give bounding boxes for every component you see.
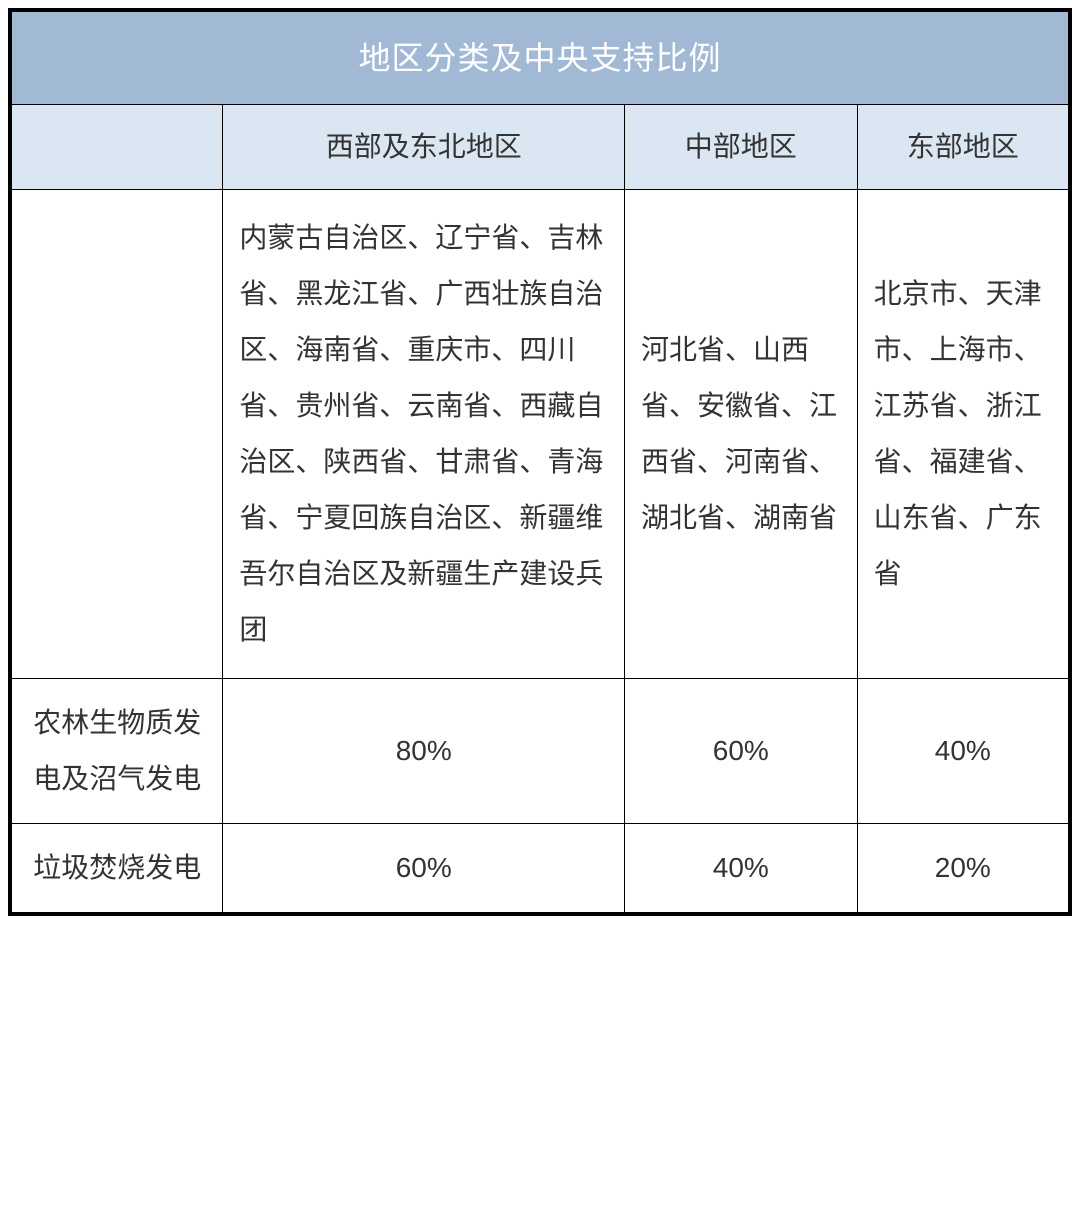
cell-1-west: 60% xyxy=(223,824,625,913)
header-central: 中部地区 xyxy=(625,105,858,190)
provinces-west: 内蒙古自治区、辽宁省、吉林省、黑龙江省、广西壮族自治区、海南省、重庆市、四川省、… xyxy=(223,190,625,679)
row-label-1: 垃圾焚烧发电 xyxy=(12,824,223,913)
cell-1-central: 40% xyxy=(625,824,858,913)
provinces-central: 河北省、山西省、安徽省、江西省、河南省、湖北省、湖南省 xyxy=(625,190,858,679)
table-row: 垃圾焚烧发电 60% 40% 20% xyxy=(12,824,1069,913)
header-row: 西部及东北地区 中部地区 东部地区 xyxy=(12,105,1069,190)
row-label-0: 农林生物质发电及沼气发电 xyxy=(12,679,223,824)
title-row: 地区分类及中央支持比例 xyxy=(12,12,1069,105)
header-west: 西部及东北地区 xyxy=(223,105,625,190)
table-title: 地区分类及中央支持比例 xyxy=(12,12,1069,105)
table-container: 地区分类及中央支持比例 西部及东北地区 中部地区 东部地区 内蒙古自治区、辽宁省… xyxy=(8,8,1072,916)
provinces-rowlabel xyxy=(12,190,223,679)
cell-0-east: 40% xyxy=(857,679,1068,824)
header-rowlabel xyxy=(12,105,223,190)
table-row: 农林生物质发电及沼气发电 80% 60% 40% xyxy=(12,679,1069,824)
cell-0-west: 80% xyxy=(223,679,625,824)
cell-1-east: 20% xyxy=(857,824,1068,913)
header-east: 东部地区 xyxy=(857,105,1068,190)
provinces-east: 北京市、天津市、上海市、江苏省、浙江省、福建省、山东省、广东省 xyxy=(857,190,1068,679)
policy-table: 地区分类及中央支持比例 西部及东北地区 中部地区 东部地区 内蒙古自治区、辽宁省… xyxy=(11,11,1069,913)
cell-0-central: 60% xyxy=(625,679,858,824)
provinces-row: 内蒙古自治区、辽宁省、吉林省、黑龙江省、广西壮族自治区、海南省、重庆市、四川省、… xyxy=(12,190,1069,679)
